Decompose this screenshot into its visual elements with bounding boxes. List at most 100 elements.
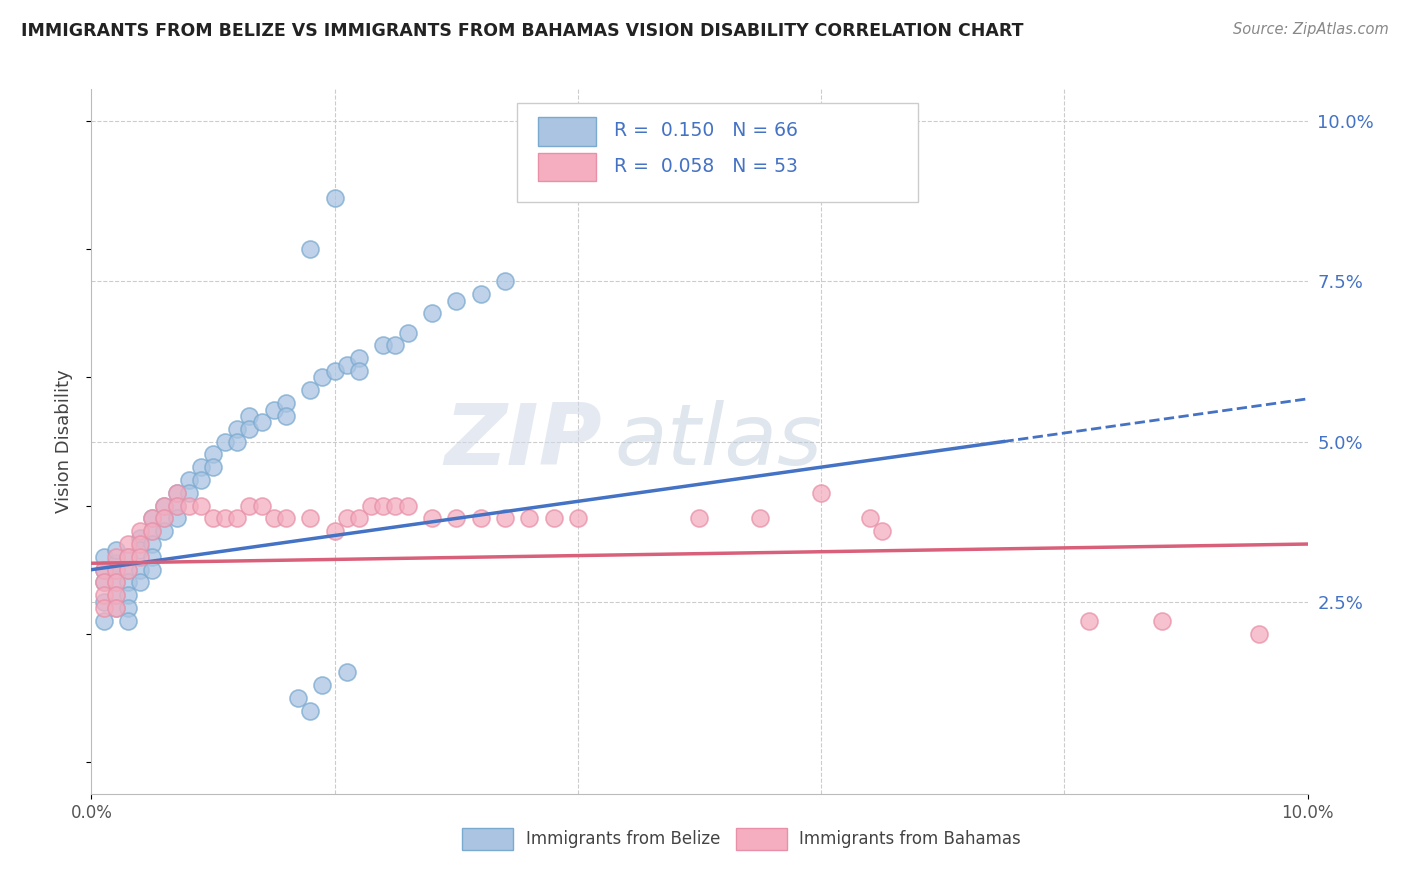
Point bbox=[299, 243, 322, 257]
Point bbox=[870, 524, 893, 539]
Point bbox=[104, 549, 127, 564]
FancyBboxPatch shape bbox=[537, 118, 596, 145]
Point bbox=[323, 524, 346, 539]
Point bbox=[129, 575, 152, 590]
Point bbox=[214, 511, 236, 525]
Point bbox=[299, 384, 322, 398]
Point bbox=[347, 364, 370, 378]
Point bbox=[177, 473, 200, 487]
Point bbox=[494, 511, 516, 525]
Point bbox=[104, 563, 127, 577]
Point bbox=[141, 511, 163, 525]
Point bbox=[141, 511, 163, 525]
Point bbox=[347, 511, 370, 525]
Point bbox=[226, 434, 249, 449]
Point bbox=[567, 511, 589, 525]
Point bbox=[93, 563, 115, 577]
Point bbox=[104, 543, 127, 558]
Point bbox=[384, 499, 406, 513]
Point bbox=[104, 588, 127, 602]
Point bbox=[336, 665, 359, 680]
Point bbox=[470, 287, 492, 301]
Point bbox=[517, 511, 540, 525]
Point bbox=[238, 409, 260, 423]
Point bbox=[166, 485, 188, 500]
Point bbox=[688, 511, 710, 525]
Point bbox=[93, 549, 115, 564]
Point bbox=[323, 364, 346, 378]
Point bbox=[420, 511, 443, 525]
Point bbox=[153, 499, 176, 513]
Point bbox=[202, 511, 225, 525]
Point bbox=[93, 601, 115, 615]
Point bbox=[141, 524, 163, 539]
Point bbox=[129, 531, 152, 545]
Point bbox=[250, 499, 273, 513]
FancyBboxPatch shape bbox=[537, 153, 596, 181]
Point bbox=[323, 191, 346, 205]
Point bbox=[444, 511, 467, 525]
Point bbox=[117, 575, 139, 590]
Text: ZIP: ZIP bbox=[444, 400, 602, 483]
FancyBboxPatch shape bbox=[463, 828, 513, 850]
Point bbox=[336, 358, 359, 372]
Point bbox=[141, 524, 163, 539]
Point bbox=[104, 601, 127, 615]
Text: Immigrants from Bahamas: Immigrants from Bahamas bbox=[799, 830, 1021, 848]
Point bbox=[129, 524, 152, 539]
Point bbox=[373, 338, 395, 352]
Point bbox=[226, 511, 249, 525]
Point bbox=[93, 588, 115, 602]
Point bbox=[810, 485, 832, 500]
FancyBboxPatch shape bbox=[735, 828, 787, 850]
Point bbox=[749, 511, 772, 525]
Point bbox=[360, 499, 382, 513]
Point bbox=[104, 588, 127, 602]
Point bbox=[129, 543, 152, 558]
Point bbox=[420, 306, 443, 320]
Point bbox=[166, 511, 188, 525]
Point bbox=[104, 575, 127, 590]
Point bbox=[190, 499, 212, 513]
Text: Immigrants from Belize: Immigrants from Belize bbox=[526, 830, 720, 848]
Point bbox=[238, 499, 260, 513]
Point bbox=[117, 563, 139, 577]
Point bbox=[250, 415, 273, 429]
Point bbox=[494, 274, 516, 288]
Point bbox=[104, 563, 127, 577]
Point bbox=[177, 499, 200, 513]
Point bbox=[190, 473, 212, 487]
Point bbox=[117, 563, 139, 577]
Point bbox=[299, 511, 322, 525]
Text: atlas: atlas bbox=[614, 400, 823, 483]
Point bbox=[263, 402, 285, 417]
Y-axis label: Vision Disability: Vision Disability bbox=[55, 369, 73, 514]
Point bbox=[373, 499, 395, 513]
Point bbox=[166, 499, 188, 513]
Point bbox=[396, 499, 419, 513]
Point bbox=[202, 447, 225, 461]
Point bbox=[299, 704, 322, 718]
Point bbox=[311, 678, 333, 692]
Point bbox=[166, 499, 188, 513]
Point bbox=[190, 460, 212, 475]
Point bbox=[470, 511, 492, 525]
Point bbox=[166, 485, 188, 500]
Point bbox=[141, 537, 163, 551]
Point bbox=[153, 511, 176, 525]
Text: R =  0.058   N = 53: R = 0.058 N = 53 bbox=[614, 156, 799, 176]
Point bbox=[93, 575, 115, 590]
Point bbox=[238, 422, 260, 436]
Point bbox=[93, 575, 115, 590]
Point bbox=[177, 485, 200, 500]
Point bbox=[274, 511, 297, 525]
Point bbox=[117, 537, 139, 551]
Point bbox=[129, 563, 152, 577]
Point bbox=[117, 549, 139, 564]
Point bbox=[287, 690, 309, 705]
Point bbox=[104, 601, 127, 615]
Point bbox=[129, 537, 152, 551]
Point bbox=[274, 409, 297, 423]
Point bbox=[384, 338, 406, 352]
Point bbox=[202, 460, 225, 475]
